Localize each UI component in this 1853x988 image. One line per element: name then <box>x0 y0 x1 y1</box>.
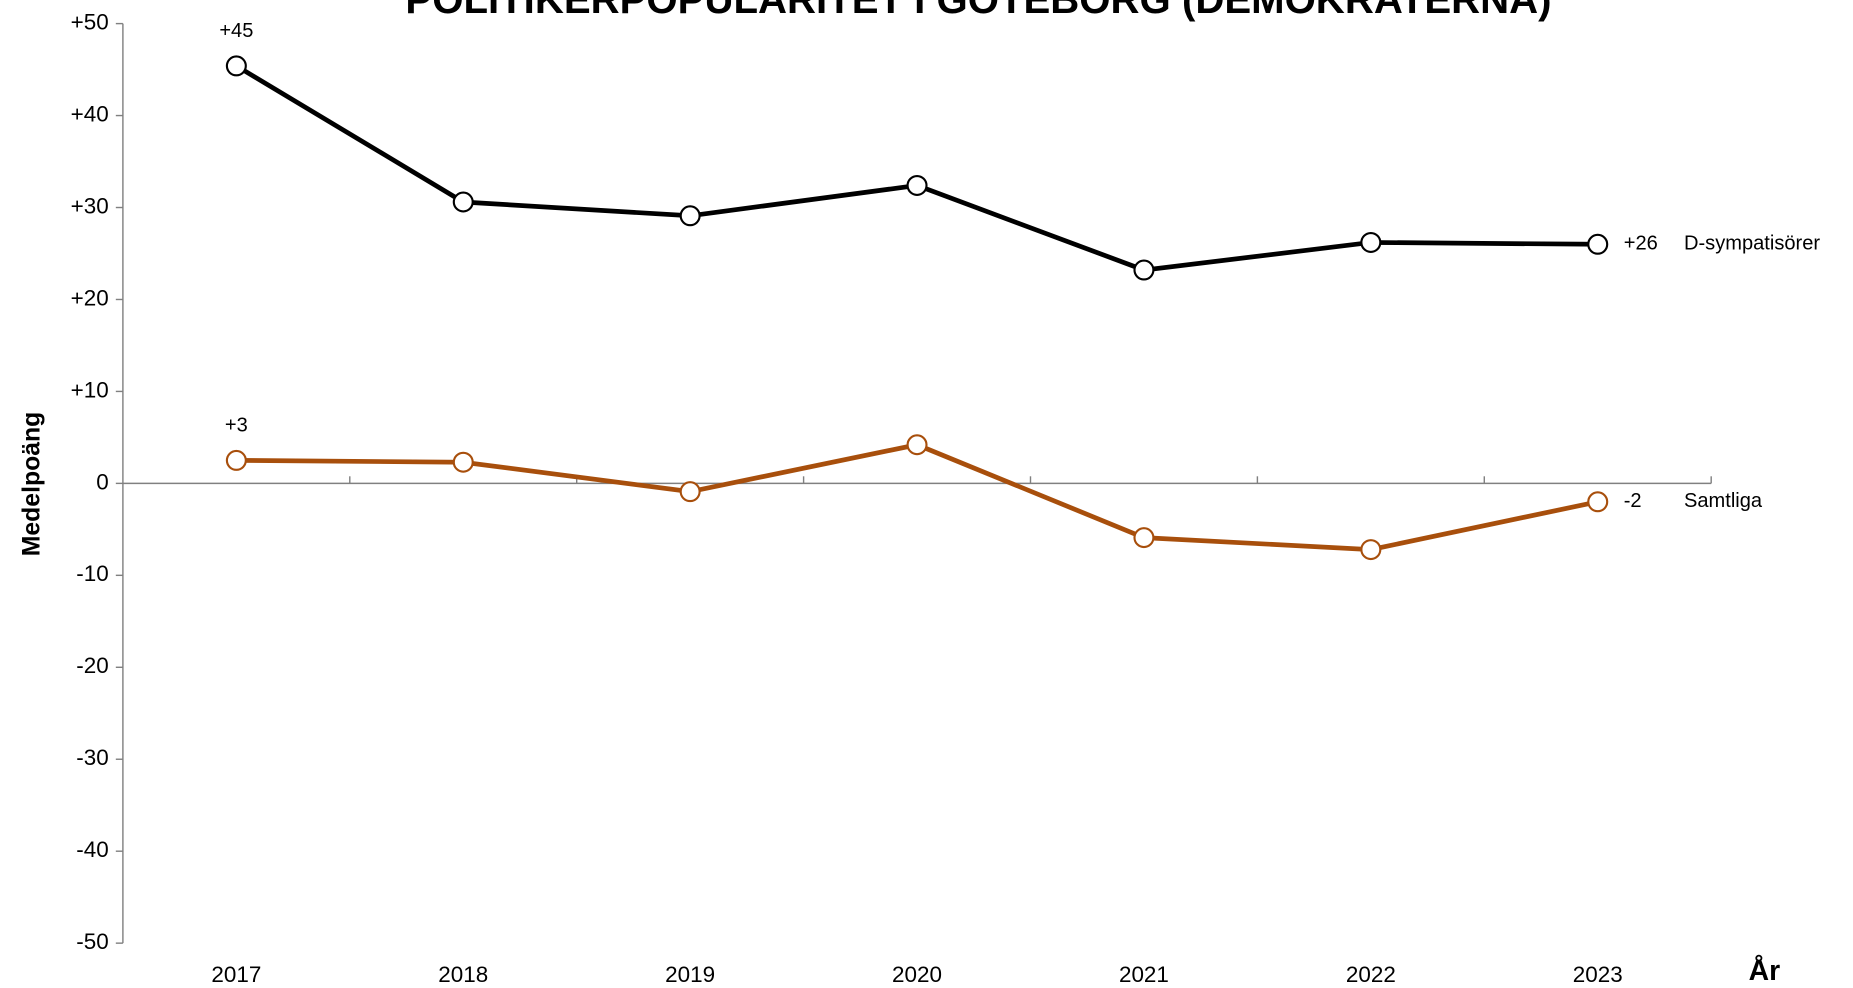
x-tick-label: 2023 <box>1573 962 1623 987</box>
y-tick-label: +50 <box>71 10 109 35</box>
marker <box>1587 491 1609 513</box>
series-line <box>235 63 1598 273</box>
y-tick-label: -20 <box>76 653 108 678</box>
chart-title: POLITIKERPOPULARITET I GÖTEBORG (DEMOKRA… <box>405 0 1551 22</box>
x-tick-label: 2021 <box>1119 962 1169 987</box>
marker <box>679 481 701 503</box>
value-label: +45 <box>219 20 253 42</box>
marker <box>452 191 474 213</box>
y-tick-label: +20 <box>71 285 109 310</box>
marker <box>1587 233 1609 255</box>
marker <box>906 434 928 456</box>
marker <box>1133 527 1155 549</box>
marker <box>452 451 474 473</box>
x-tick-label: 2017 <box>211 962 261 987</box>
x-axis-label: År <box>1749 955 1781 987</box>
series-label: D-sympatisörer <box>1684 233 1820 255</box>
y-tick-label: -40 <box>76 837 108 862</box>
marker <box>225 449 247 471</box>
marker <box>1360 231 1382 253</box>
marker <box>1360 539 1382 561</box>
value-label: -2 <box>1624 490 1642 512</box>
y-axis-label: Medelpoäng <box>19 412 46 557</box>
y-tick-label: +40 <box>71 101 109 126</box>
value-label: +3 <box>225 414 248 436</box>
y-tick-label: -10 <box>76 561 108 586</box>
marker <box>225 55 247 77</box>
y-tick-label: -30 <box>76 745 108 770</box>
x-tick-label: 2020 <box>892 962 942 987</box>
x-tick-label: 2019 <box>665 962 715 987</box>
y-tick-label: 0 <box>96 469 108 494</box>
x-tick-label: 2018 <box>438 962 488 987</box>
marker <box>1133 259 1155 281</box>
y-tick-label: +10 <box>71 377 109 402</box>
series-label: Samtliga <box>1684 490 1763 512</box>
y-tick-label: -50 <box>76 929 108 954</box>
x-tick-label: 2022 <box>1346 962 1396 987</box>
marker <box>906 174 928 196</box>
series-line <box>236 442 1599 552</box>
marker <box>679 205 701 227</box>
value-label: +26 <box>1624 233 1658 255</box>
y-tick-label: +30 <box>71 193 109 218</box>
